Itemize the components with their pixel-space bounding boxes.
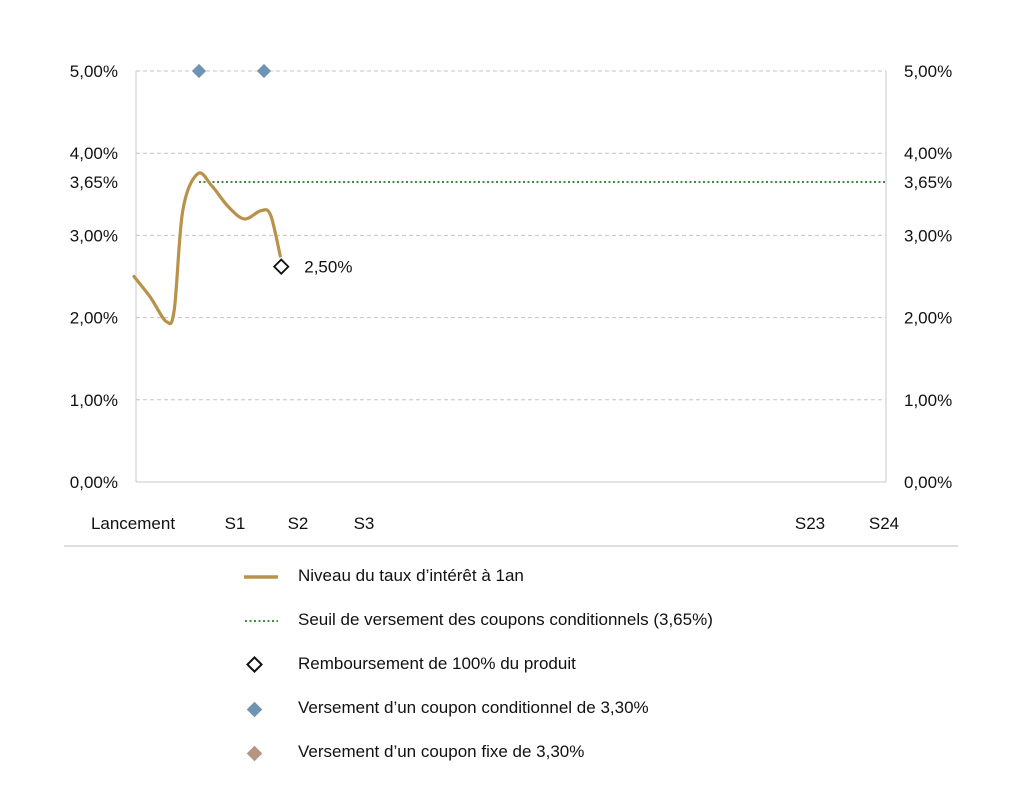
hollow-diamond-icon (246, 656, 263, 673)
legend-label: Versement d’un coupon conditionnel de 3,… (298, 698, 649, 717)
y-tick-label-left: 5,00% (70, 62, 118, 81)
y-tick-label-right: 4,00% (904, 144, 952, 163)
redemption-marker (272, 258, 290, 275)
y-tick-label-right: 3,00% (904, 226, 952, 245)
y-tick-label-right: 2,00% (904, 309, 952, 328)
redemption-value-label: 2,50% (304, 258, 352, 277)
conditional-coupon-marker (191, 63, 207, 79)
y-tick-label-left: 1,00% (70, 391, 118, 410)
conditional-coupon-marker (256, 63, 272, 79)
y-tick-label-left: 3,00% (70, 226, 118, 245)
x-tick-label: S3 (354, 514, 375, 533)
y-tick-label-left: 4,00% (70, 144, 118, 163)
x-tick-label: Lancement (91, 514, 175, 533)
y-tick-label-right: 1,00% (904, 391, 952, 410)
x-tick-label: S23 (795, 514, 825, 533)
y-tick-label-left: 3,65% (70, 173, 118, 192)
dotted-line-swatch-icon (245, 620, 278, 622)
brown-diamond-icon (246, 745, 263, 762)
legend-label: Remboursement de 100% du produit (298, 654, 576, 673)
y-tick-label-left: 2,00% (70, 309, 118, 328)
legend-label: Niveau du taux d’intérêt à 1an (298, 566, 524, 585)
y-tick-label-left: 0,00% (70, 473, 118, 492)
line-swatch-icon (244, 575, 278, 579)
interest-rate-line (132, 171, 282, 326)
legend-label: Seuil de versement des coupons condition… (298, 610, 713, 629)
x-tick-label: S1 (225, 514, 246, 533)
chart: 0,00% 0,00% 1,00% 1,00% 2,00% 2,00% 3,00% 3,00%… (64, 62, 958, 547)
y-tick-label-right: 3,65% (904, 173, 952, 192)
x-tick-label: S24 (869, 514, 899, 533)
y-tick-label-right: 0,00% (904, 473, 952, 492)
x-tick-label: S2 (288, 514, 309, 533)
blue-diamond-icon (246, 701, 263, 718)
legend-label: Versement d’un coupon fixe de 3,30% (298, 742, 585, 761)
y-tick-label-right: 5,00% (904, 62, 952, 81)
